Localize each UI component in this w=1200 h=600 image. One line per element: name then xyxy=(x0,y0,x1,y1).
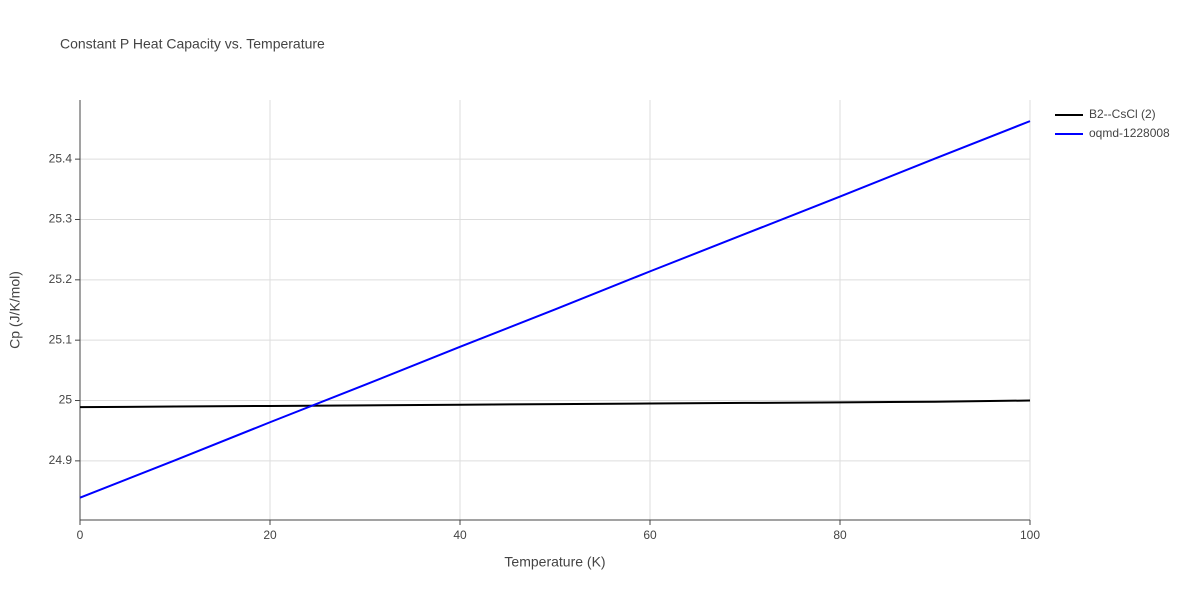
y-axis-title: Cp (J/K/mol) xyxy=(7,271,23,349)
series-line xyxy=(79,399,1031,409)
x-axis-title: Temperature (K) xyxy=(504,554,605,570)
y-tick-label: 25.2 xyxy=(49,272,73,286)
x-tick-label: 40 xyxy=(453,528,467,542)
chart-title: Constant P Heat Capacity vs. Temperature xyxy=(60,36,325,52)
y-tick-label: 25.3 xyxy=(49,212,73,226)
x-tick-label: 100 xyxy=(1020,528,1040,542)
x-tick-label: 0 xyxy=(77,528,84,542)
legend-label: B2--CsCl (2) xyxy=(1089,107,1156,121)
legend-label: oqmd-1228008 xyxy=(1089,126,1170,140)
y-tick-label: 25 xyxy=(59,393,73,407)
x-tick-label: 60 xyxy=(643,528,657,542)
y-tick-label: 25.1 xyxy=(49,332,73,346)
y-tick-label: 25.4 xyxy=(49,151,73,165)
series-line xyxy=(79,120,1031,499)
x-tick-label: 20 xyxy=(263,528,277,542)
x-tick-label: 80 xyxy=(833,528,847,542)
y-tick-label: 24.9 xyxy=(49,453,73,467)
